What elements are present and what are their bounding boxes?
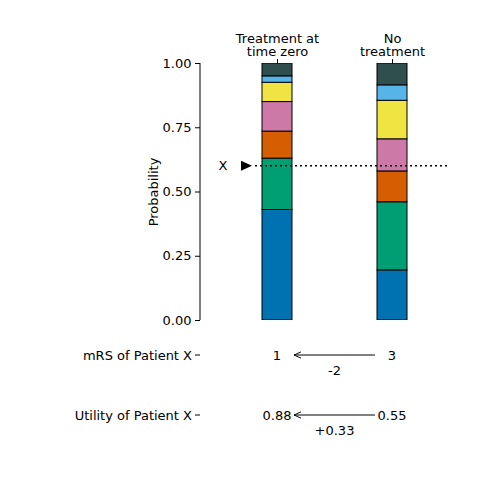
svg-text:1.00: 1.00 xyxy=(163,56,192,71)
svg-text:1: 1 xyxy=(273,348,281,363)
svg-text:X: X xyxy=(219,158,228,173)
svg-text:0.25: 0.25 xyxy=(163,248,192,263)
svg-text:Probability: Probability xyxy=(146,157,161,226)
svg-text:0.75: 0.75 xyxy=(163,120,192,135)
svg-text:3: 3 xyxy=(388,348,396,363)
svg-text:0.55: 0.55 xyxy=(378,408,407,423)
svg-text:0.00: 0.00 xyxy=(163,313,192,328)
svg-text:-2: -2 xyxy=(328,363,341,378)
svg-text:+0.33: +0.33 xyxy=(315,423,355,438)
svg-text:0.88: 0.88 xyxy=(263,408,292,423)
svg-text:Notreatment: Notreatment xyxy=(360,31,425,59)
svg-text:Treatment attime zero: Treatment attime zero xyxy=(235,31,319,59)
svg-text:Utility of Patient X: Utility of Patient X xyxy=(75,408,192,423)
svg-text:mRS of Patient X: mRS of Patient X xyxy=(83,348,192,363)
svg-text:0.50: 0.50 xyxy=(163,184,192,199)
